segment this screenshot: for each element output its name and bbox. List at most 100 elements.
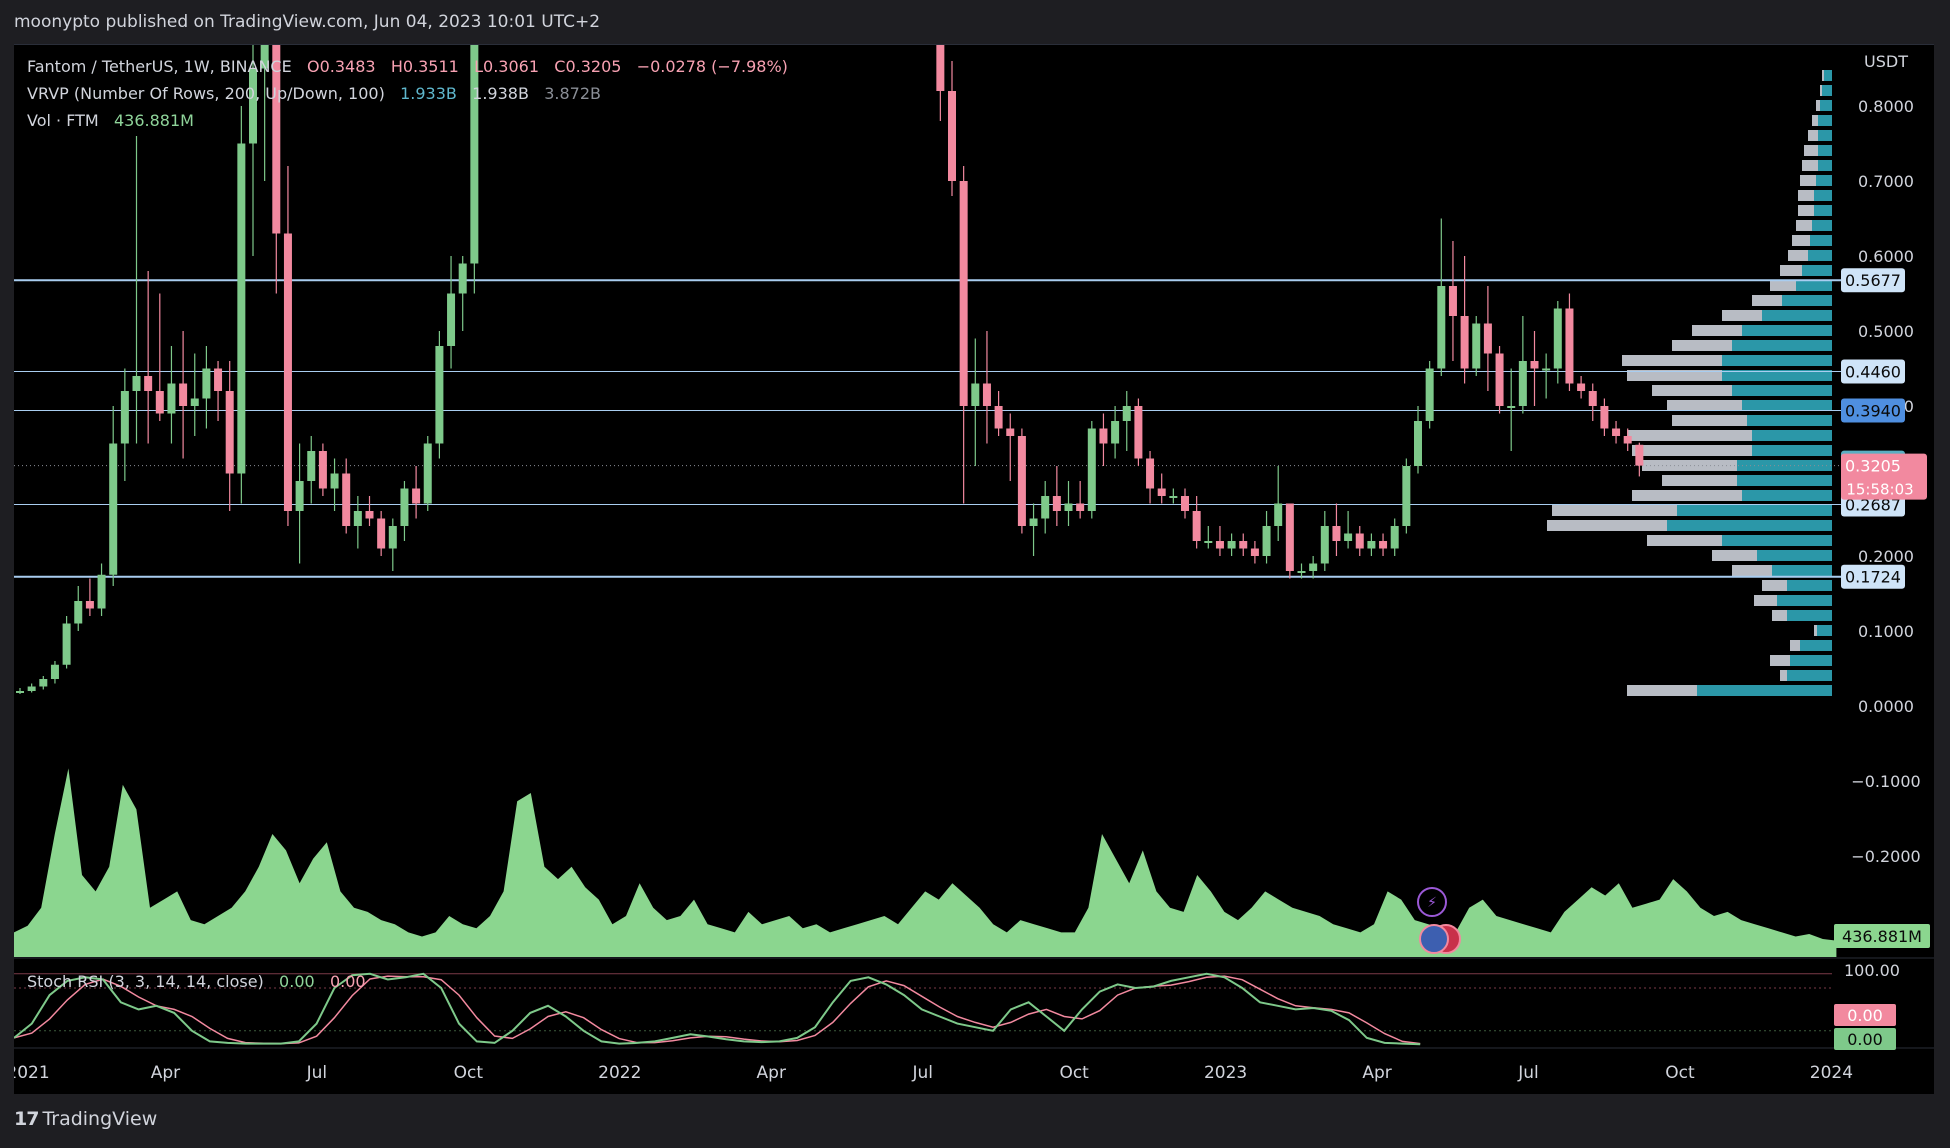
tv-logo-icon: 𝟭𝟳	[14, 1108, 39, 1130]
y-axis-tick: 0.2000	[1858, 547, 1914, 566]
chart-legend: Fantom / TetherUS, 1W, BINANCE O0.3483 H…	[27, 53, 788, 134]
legend-symbol[interactable]: Fantom / TetherUS, 1W, BINANCE	[27, 57, 292, 76]
us-flag-event-icon-front	[1419, 924, 1449, 954]
x-axis-tick: Jul	[911, 1063, 933, 1083]
candle-body	[1320, 526, 1329, 564]
legend-vrvp-total: 3.872B	[544, 84, 601, 103]
candle-body	[1530, 361, 1539, 369]
vrvp-row-down	[1627, 430, 1832, 441]
candle-body	[1029, 518, 1038, 526]
vrvp-row-up	[1824, 70, 1832, 81]
vrvp-row-up	[1787, 610, 1832, 621]
vrvp-row-up	[1796, 280, 1832, 291]
stoch-k-badge	[1834, 1028, 1896, 1050]
candle-body	[74, 601, 83, 624]
vrvp-row-up	[1722, 535, 1832, 546]
vrvp-row-up	[1762, 310, 1832, 321]
vrvp-row-up	[1782, 295, 1832, 306]
candle-body	[237, 143, 246, 474]
candle-body	[1367, 541, 1376, 549]
volume-area	[14, 768, 1837, 957]
candle-body	[1297, 571, 1306, 573]
publisher-line: moonypto published on TradingView.com, J…	[14, 12, 601, 32]
vrvp-row-up	[1737, 460, 1832, 471]
stoch-legend: Stoch RSI (3, 3, 14, 14, close) 0.00 0.0…	[27, 972, 366, 991]
candle-body	[388, 526, 397, 549]
candle-body	[1472, 323, 1481, 369]
vrvp-row-up	[1822, 85, 1832, 96]
candle-body	[1157, 488, 1166, 496]
y-axis-tick: 0.0000	[1858, 697, 1914, 716]
candle-body	[202, 368, 211, 399]
vrvp-row-up	[1747, 415, 1832, 426]
legend-vol-row: Vol · FTM 436.881M	[27, 107, 788, 134]
stoch-k-badge-text: 0.00	[1847, 1030, 1883, 1049]
candle-body	[342, 473, 351, 526]
candle-body	[318, 451, 327, 489]
x-axis-tick: 2022	[598, 1063, 641, 1083]
candle-body	[1006, 428, 1015, 436]
vrvp-row-up	[1814, 205, 1832, 216]
tradingview-logo[interactable]: 𝟭𝟳 TradingView	[14, 1108, 157, 1130]
candle-body	[1192, 511, 1201, 541]
legend-vrvp-label[interactable]: VRVP (Number Of Rows, 200, Up/Down, 100)	[27, 84, 385, 103]
chart-svg[interactable]: ⚡0.80000.70000.60000.50000.40000.30000.2…	[14, 45, 1934, 1095]
candle-body	[1017, 436, 1026, 526]
candle-body	[435, 346, 444, 444]
candle-body	[1402, 466, 1411, 526]
volume-badge	[1834, 924, 1930, 948]
candle-body	[1612, 428, 1621, 436]
candle-body	[458, 263, 467, 294]
candle-body	[144, 376, 153, 391]
stoch-k-line	[14, 972, 1421, 1046]
y-axis-tick: 0.1000	[1858, 622, 1914, 641]
vrvp-row-up	[1757, 550, 1832, 561]
legend-vrvp-up: 1.933B	[400, 84, 457, 103]
legend-open: O0.3483	[306, 57, 376, 76]
legend-vol-label[interactable]: Vol · FTM	[27, 111, 99, 130]
vrvp-row-up	[1752, 445, 1832, 456]
x-axis-tick: Apr	[757, 1063, 786, 1083]
candle-body	[1227, 541, 1236, 549]
candle-body	[1390, 526, 1399, 549]
legend-low: L0.3061	[474, 57, 539, 76]
vrvp-row-up	[1787, 580, 1832, 591]
vrvp-row-up	[1820, 100, 1832, 111]
candle-body	[179, 383, 188, 406]
vrvp-row-up	[1818, 115, 1832, 126]
candle-body	[1250, 548, 1259, 556]
candle-body	[1553, 308, 1562, 369]
lightning-glyph: ⚡	[1427, 895, 1437, 911]
current-price-text: 0.3205	[1845, 457, 1901, 476]
candle-body	[1518, 361, 1527, 406]
candle-body	[50, 664, 59, 679]
x-axis-tick: Jul	[1517, 1063, 1539, 1083]
vrvp-row-down	[1632, 445, 1832, 456]
level-badge	[1841, 268, 1905, 293]
candle-body	[1355, 533, 1364, 549]
chart-area[interactable]: ⚡0.80000.70000.60000.50000.40000.30000.2…	[14, 44, 1934, 1096]
y-axis-tick: −0.2000	[1851, 847, 1920, 866]
candle-body	[1344, 533, 1353, 541]
lightning-event-icon	[1417, 887, 1447, 917]
bar-countdown-text: 15:58:03	[1846, 481, 1913, 499]
candle-body	[377, 518, 386, 549]
candle-body	[330, 473, 339, 489]
candle-body	[307, 451, 316, 481]
y-axis-tick: 0.6000	[1858, 247, 1914, 266]
vrvp-row-up	[1787, 670, 1832, 681]
candle-body	[1565, 308, 1574, 384]
vrvp-row-up	[1732, 340, 1832, 351]
legend-symbol-row: Fantom / TetherUS, 1W, BINANCE O0.3483 H…	[27, 53, 788, 80]
vrvp-row-down	[1632, 490, 1832, 501]
candle-body	[283, 233, 292, 511]
level-badge-text: 0.1724	[1845, 568, 1901, 587]
candle-body	[470, 45, 479, 264]
level-badge-text: 0.4460	[1845, 363, 1901, 382]
x-axis-tick: Apr	[1362, 1063, 1391, 1083]
stoch-legend-label[interactable]: Stoch RSI (3, 3, 14, 14, close)	[27, 972, 264, 991]
stoch-d-badge	[1834, 1004, 1896, 1026]
vrvp-row-up	[1812, 220, 1832, 231]
candle-body	[1122, 406, 1131, 421]
candle-body	[1041, 496, 1050, 519]
